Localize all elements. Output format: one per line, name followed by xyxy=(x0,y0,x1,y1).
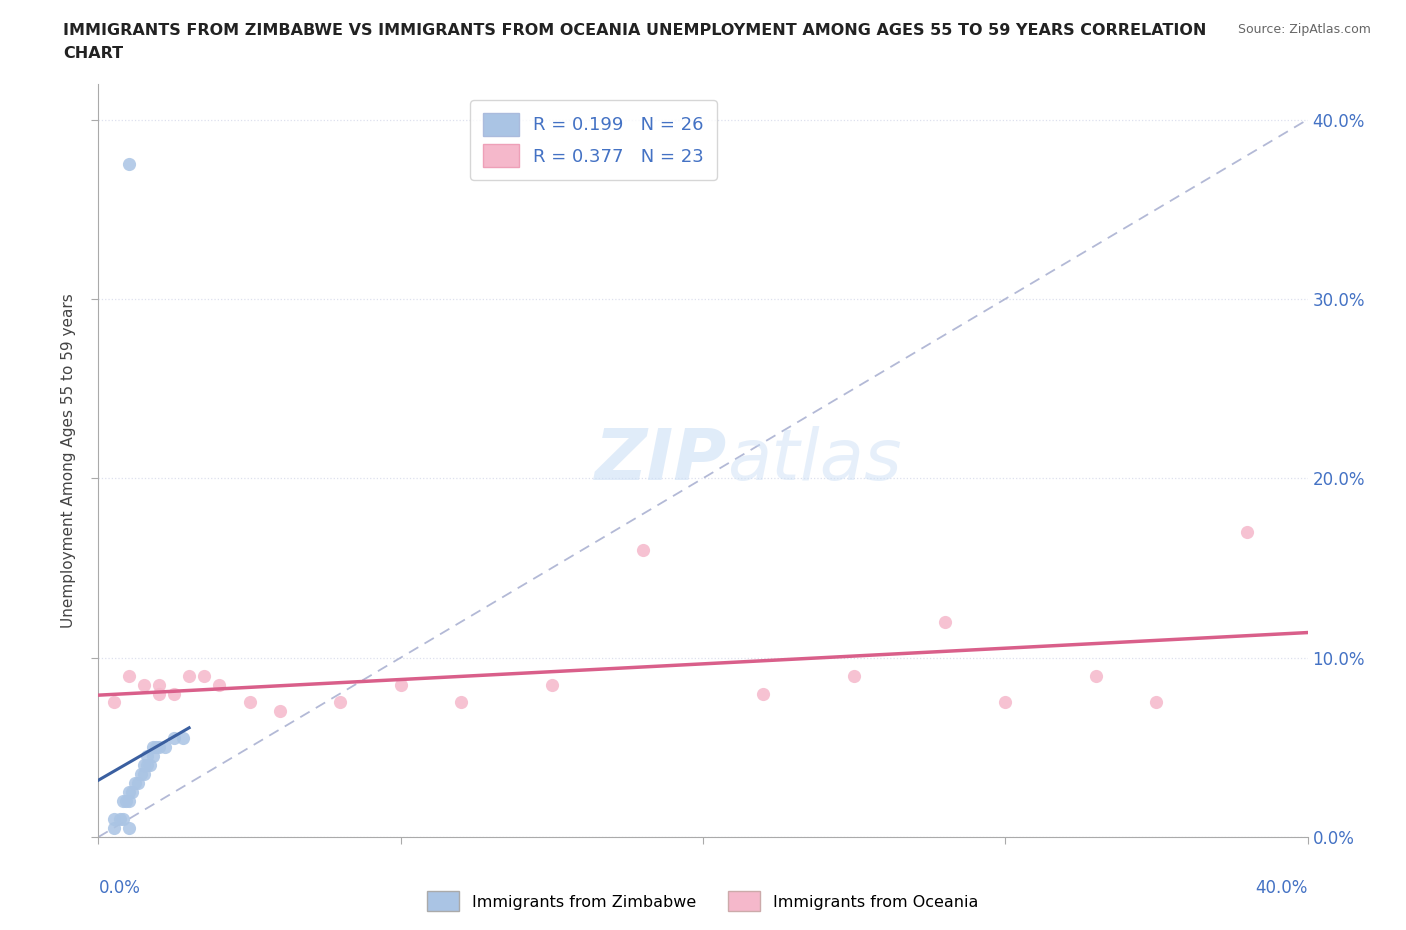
Point xyxy=(389,677,412,692)
Point xyxy=(114,793,136,808)
Point xyxy=(118,668,141,683)
Point xyxy=(124,776,146,790)
Point xyxy=(145,740,167,755)
Point xyxy=(329,695,352,710)
Text: ZIP: ZIP xyxy=(595,426,727,495)
Text: CHART: CHART xyxy=(63,46,124,61)
Point xyxy=(135,749,157,764)
Point xyxy=(163,686,186,701)
Point xyxy=(103,695,125,710)
Point xyxy=(153,740,176,755)
Point xyxy=(269,704,291,719)
Point xyxy=(132,758,155,773)
Y-axis label: Unemployment Among Ages 55 to 59 years: Unemployment Among Ages 55 to 59 years xyxy=(60,293,76,628)
Point xyxy=(752,686,775,701)
Point xyxy=(142,749,165,764)
Point xyxy=(540,677,562,692)
Point xyxy=(129,766,152,781)
Point xyxy=(1085,668,1108,683)
Point xyxy=(148,686,170,701)
Point xyxy=(118,793,141,808)
Text: atlas: atlas xyxy=(727,426,901,495)
Legend: R = 0.199   N = 26, R = 0.377   N = 23: R = 0.199 N = 26, R = 0.377 N = 23 xyxy=(470,100,717,180)
Text: IMMIGRANTS FROM ZIMBABWE VS IMMIGRANTS FROM OCEANIA UNEMPLOYMENT AMONG AGES 55 T: IMMIGRANTS FROM ZIMBABWE VS IMMIGRANTS F… xyxy=(63,23,1206,38)
Point xyxy=(108,812,131,827)
Point xyxy=(142,740,165,755)
Point xyxy=(994,695,1017,710)
Point xyxy=(208,677,231,692)
Point xyxy=(1144,695,1167,710)
Point xyxy=(172,731,194,746)
Point xyxy=(135,758,157,773)
Point xyxy=(118,820,141,835)
Point xyxy=(148,677,170,692)
Point xyxy=(1236,525,1258,539)
Point xyxy=(450,695,472,710)
Text: Source: ZipAtlas.com: Source: ZipAtlas.com xyxy=(1237,23,1371,36)
Point xyxy=(179,668,201,683)
Point xyxy=(934,615,956,630)
Point xyxy=(631,542,654,557)
Point xyxy=(163,731,186,746)
Point xyxy=(121,785,143,800)
Point xyxy=(239,695,262,710)
Point xyxy=(118,785,141,800)
Point xyxy=(844,668,866,683)
Point xyxy=(103,812,125,827)
Legend: Immigrants from Zimbabwe, Immigrants from Oceania: Immigrants from Zimbabwe, Immigrants fro… xyxy=(422,885,984,917)
Point xyxy=(118,157,141,172)
Point xyxy=(132,766,155,781)
Point xyxy=(193,668,215,683)
Text: 40.0%: 40.0% xyxy=(1256,879,1308,897)
Point xyxy=(139,758,162,773)
Text: 0.0%: 0.0% xyxy=(98,879,141,897)
Point xyxy=(111,812,134,827)
Point xyxy=(148,740,170,755)
Point xyxy=(132,677,155,692)
Point xyxy=(111,793,134,808)
Point xyxy=(103,820,125,835)
Point xyxy=(127,776,149,790)
